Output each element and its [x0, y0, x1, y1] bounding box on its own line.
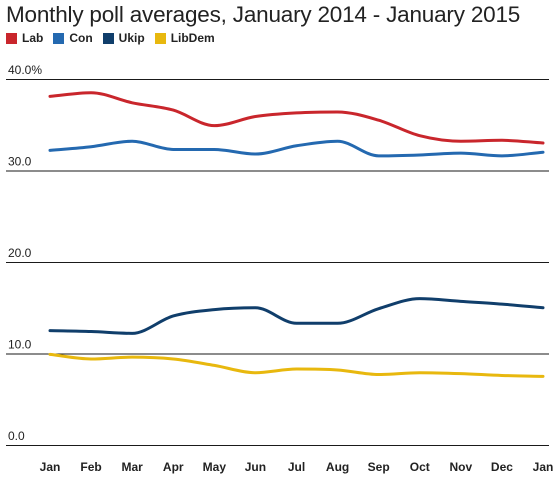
- x-tick-label: Jun: [245, 460, 266, 474]
- legend-label: Ukip: [118, 31, 145, 45]
- x-tick-label: Dec: [491, 460, 513, 474]
- x-tick-label: Nov: [449, 460, 472, 474]
- y-tick-label: 0.0: [8, 429, 25, 443]
- legend-swatch: [154, 32, 166, 44]
- x-tick-label: Aug: [326, 460, 349, 474]
- series-line-con: [48, 139, 545, 158]
- x-tick-label: Apr: [163, 460, 184, 474]
- x-tick-label: Jan: [40, 460, 61, 474]
- legend-swatch: [53, 32, 65, 44]
- y-tick-label: 10.0: [8, 338, 32, 352]
- x-tick-label: May: [203, 460, 227, 474]
- y-tick-label: 40.0%: [8, 63, 42, 77]
- legend-label: Lab: [22, 31, 44, 45]
- legend-swatch: [102, 32, 114, 44]
- series-line-libdem: [48, 352, 545, 378]
- legend-item-ukip: Ukip: [102, 31, 145, 45]
- legend-item-lab: Lab: [6, 31, 43, 45]
- x-tick-label: Mar: [121, 460, 143, 474]
- x-tick-label: Oct: [410, 460, 430, 474]
- x-tick-label: Sep: [368, 460, 390, 474]
- chart-title: Monthly poll averages, January 2014 - Ja…: [6, 2, 521, 27]
- series-line-lab: [48, 91, 545, 145]
- x-tick-label: Feb: [80, 460, 101, 474]
- x-tick-label: Jan: [533, 460, 554, 474]
- chart-legend: Lab Con Ukip LibDem: [6, 31, 225, 45]
- x-tick-label: Jul: [288, 460, 305, 474]
- y-tick-label: 20.0: [8, 246, 32, 260]
- y-tick-label: 30.0: [8, 155, 32, 169]
- legend-label: LibDem: [170, 31, 215, 45]
- legend-item-libdem: LibDem: [154, 31, 215, 45]
- series-line-ukip: [48, 297, 545, 335]
- legend-label: Con: [69, 31, 93, 45]
- legend-item-con: Con: [53, 31, 93, 45]
- legend-swatch: [6, 32, 17, 44]
